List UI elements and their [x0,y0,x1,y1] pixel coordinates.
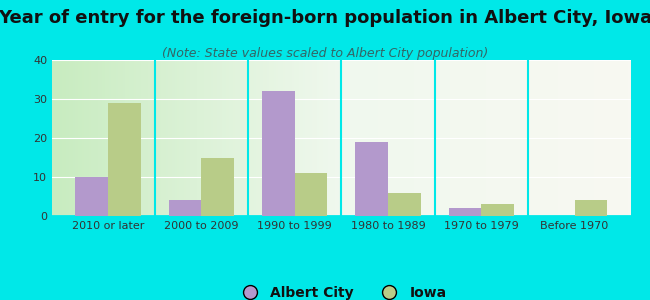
Text: Year of entry for the foreign-born population in Albert City, Iowa: Year of entry for the foreign-born popul… [0,9,650,27]
Bar [262,91,294,216]
Legend: Albert City, Iowa: Albert City, Iowa [230,281,452,300]
Bar [448,208,481,216]
Bar [294,173,327,216]
Bar [108,103,140,216]
Bar [388,193,421,216]
Bar [202,158,234,216]
Bar [168,200,202,216]
Text: (Note: State values scaled to Albert City population): (Note: State values scaled to Albert Cit… [162,46,488,59]
Bar [481,204,514,216]
Bar [75,177,108,216]
Bar [575,200,607,216]
Bar [356,142,388,216]
